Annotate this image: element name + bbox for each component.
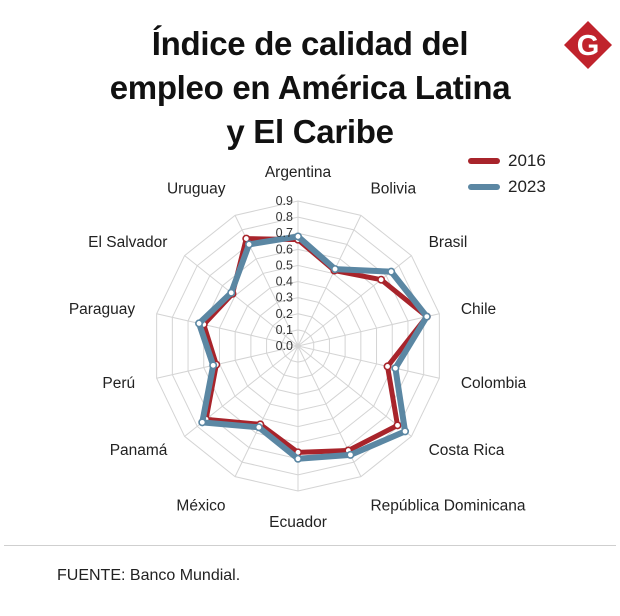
radial-tick-label: 0.0 (276, 339, 293, 353)
legend-item-2023: 2023 (468, 174, 546, 200)
data-point-2023 (195, 319, 204, 328)
legend-label: 2016 (508, 151, 546, 170)
g-logo-icon: G (564, 21, 612, 69)
legend-swatch (468, 184, 500, 190)
data-point-2023 (245, 240, 254, 249)
data-point-2023 (401, 427, 410, 436)
category-label: Brasil (429, 234, 468, 251)
data-point-2016 (383, 362, 392, 371)
data-point-2023 (209, 361, 218, 370)
radial-tick-label: 0.8 (276, 210, 293, 224)
radial-tick-label: 0.6 (276, 242, 293, 256)
source-note: FUENTE: Banco Mundial. (57, 567, 241, 584)
chart-title: Índice de calidad del empleo en América … (70, 22, 550, 154)
grid-spoke (234, 345, 299, 477)
radar-chart: 0.0 0.1 0.2 0.3 0.4 0.5 0.6 0.7 0.8 0.9 Argentina B… (69, 164, 527, 531)
category-label: El Salvador (88, 234, 167, 251)
category-label: Ecuador (269, 514, 327, 531)
category-label: República Dominicana (370, 497, 525, 514)
data-point-2023 (293, 454, 302, 463)
grid-spoke (297, 345, 412, 437)
title-line-3: y El Caribe (226, 113, 394, 150)
radial-tick-label: 0.5 (276, 258, 293, 272)
grid-spoke (297, 345, 440, 379)
data-point-2023 (293, 232, 302, 241)
logo-shape (564, 21, 612, 69)
grid-spoke (297, 313, 440, 347)
data-point-2023 (391, 364, 400, 373)
grid-spoke (297, 215, 362, 347)
radial-tick-label: 0.1 (276, 323, 293, 337)
grid-spoke (156, 345, 299, 379)
radial-tick-label: 0.3 (276, 291, 293, 305)
radial-tick-label: 0.9 (276, 194, 293, 208)
radial-tick-label: 0.4 (276, 275, 293, 289)
radial-tick-label: 0.7 (276, 226, 293, 240)
data-point-2016 (377, 275, 386, 284)
data-point-2023 (198, 418, 207, 427)
data-point-2023 (346, 450, 355, 459)
category-label: Chile (461, 301, 496, 318)
category-label: Panamá (110, 442, 168, 459)
data-point-2023 (227, 288, 236, 297)
footer-divider (4, 545, 616, 546)
grid-spoke (184, 255, 299, 347)
grid-spoke (156, 313, 299, 347)
data-point-2023 (331, 265, 340, 274)
chart-legend: 2016 2023 (468, 148, 546, 200)
title-line-1: Índice de calidad del (151, 25, 469, 62)
logo-letter: G (577, 30, 600, 62)
category-label: Paraguay (69, 301, 136, 318)
data-point-2023 (254, 423, 263, 432)
legend-item-2016: 2016 (468, 148, 546, 174)
category-label: México (176, 497, 225, 514)
data-point-2023 (387, 267, 396, 276)
legend-swatch (468, 158, 500, 164)
category-label: Argentina (265, 164, 332, 181)
category-label: Costa Rica (429, 442, 505, 459)
category-label: Perú (102, 375, 135, 392)
title-line-2: empleo en América Latina (109, 69, 511, 106)
data-point-2016 (393, 421, 402, 430)
category-label: Uruguay (167, 181, 226, 198)
radial-tick-label: 0.2 (276, 307, 293, 321)
category-label: Bolivia (370, 181, 416, 198)
category-label: Colombia (461, 375, 527, 392)
data-point-2023 (422, 312, 431, 321)
legend-label: 2023 (508, 177, 546, 196)
